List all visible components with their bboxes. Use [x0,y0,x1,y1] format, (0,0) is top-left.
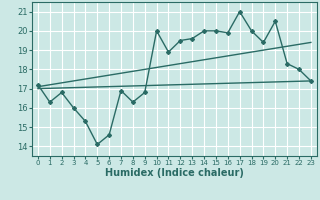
X-axis label: Humidex (Indice chaleur): Humidex (Indice chaleur) [105,168,244,178]
